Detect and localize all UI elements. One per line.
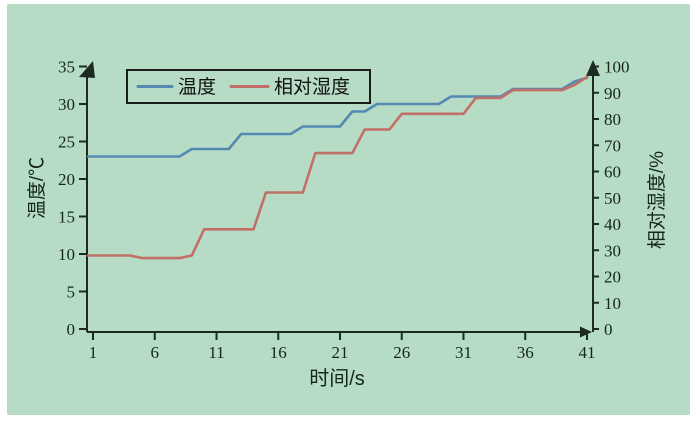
- x-tick-label: 41: [579, 343, 596, 362]
- right-axis-title: 相对湿度/%: [646, 151, 668, 249]
- axes: [79, 60, 600, 338]
- x-tick-label: 11: [208, 343, 224, 362]
- left-tick-label: 30: [58, 95, 75, 114]
- right-tick-label: 0: [604, 320, 613, 339]
- legend-temperature-label: 温度: [178, 76, 216, 98]
- left-tick-label: 10: [58, 245, 75, 264]
- right-tick-label: 60: [604, 163, 621, 182]
- right-tick-label: 100: [604, 58, 630, 77]
- right-tick-label: 90: [604, 84, 621, 103]
- data-series: [86, 75, 589, 260]
- x-axis-ticks: 1 6 11 16 21 26 31 36 41: [89, 332, 596, 362]
- left-tick-label: 5: [67, 283, 76, 302]
- x-tick-label: 21: [332, 343, 349, 362]
- left-axis-title: 温度/℃: [26, 157, 48, 219]
- left-tick-label: 35: [58, 58, 75, 77]
- left-tick-label: 20: [58, 170, 75, 189]
- x-tick-label: 16: [270, 343, 287, 362]
- right-tick-label: 70: [604, 136, 621, 155]
- right-tick-label: 80: [604, 110, 621, 129]
- chart-background: [7, 4, 690, 415]
- humidity-series-line: [86, 75, 589, 260]
- left-axis-ticks: 0 5 10 15 20 25 30 35: [58, 58, 87, 339]
- x-tick-label: 6: [151, 343, 160, 362]
- right-axis-ticks: 0 10 20 30 40 50 60 70 80 90 100: [593, 58, 630, 339]
- legend-border: [126, 69, 371, 104]
- left-axis-arrow-icon: [79, 61, 95, 78]
- left-tick-label: 0: [67, 320, 76, 339]
- legend-humidity-label: 相对湿度: [274, 76, 350, 98]
- right-tick-label: 50: [604, 189, 621, 208]
- x-tick-label: 36: [517, 343, 534, 362]
- legend: 温度 相对湿度: [126, 69, 371, 104]
- x-axis-title: 时间/s: [309, 367, 365, 390]
- right-axis-arrow-icon: [586, 60, 600, 76]
- right-tick-label: 20: [604, 268, 621, 287]
- x-tick-label: 31: [455, 343, 472, 362]
- right-tick-label: 30: [604, 241, 621, 260]
- left-tick-label: 15: [58, 208, 75, 227]
- x-tick-label: 26: [393, 343, 410, 362]
- left-tick-label: 25: [58, 133, 75, 152]
- right-tick-label: 40: [604, 215, 621, 234]
- x-tick-label: 1: [89, 343, 98, 362]
- right-tick-label: 10: [604, 294, 621, 313]
